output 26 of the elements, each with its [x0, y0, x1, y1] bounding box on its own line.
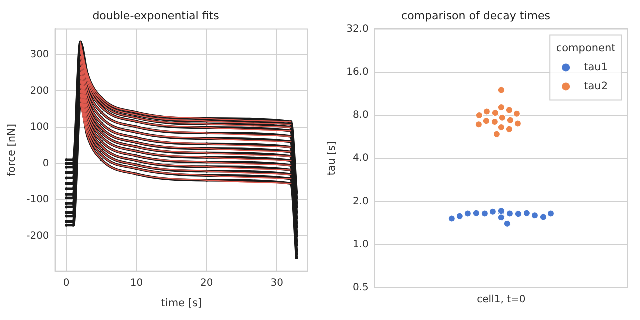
- y-tick-label: 32.0: [346, 24, 369, 35]
- y-tick-label: 200: [30, 86, 50, 97]
- y-tick-label: -200: [26, 230, 50, 242]
- y-tick-label: 4.0: [352, 153, 369, 164]
- y-tick-label: -100: [26, 194, 50, 206]
- x-tick-label: 0: [63, 278, 70, 289]
- chart-title: comparison of decay times: [402, 9, 551, 22]
- y-axis-title: tau [s]: [326, 141, 338, 176]
- x-tick-label: 20: [200, 278, 214, 289]
- legend-title: component: [556, 42, 616, 54]
- x-tick-label: 30: [270, 278, 284, 289]
- y-tick-label: 1.0: [352, 239, 369, 250]
- x-tick-label: 10: [130, 278, 144, 289]
- chart-title: double-exponential fits: [92, 9, 220, 22]
- legend-label: tau1: [584, 61, 608, 74]
- legend-label: tau2: [584, 80, 608, 92]
- x-tick-label: cell1, t=0: [477, 294, 526, 306]
- y-tick-label: 0: [42, 158, 50, 170]
- y-tick-label: 8.0: [352, 110, 369, 122]
- y-axis-title: force [nN]: [6, 124, 18, 177]
- y-tick-label: 2.0: [352, 196, 369, 208]
- y-tick-label: 0.5: [352, 282, 369, 294]
- y-tick-label: 300: [30, 50, 50, 61]
- x-axis-title: time [s]: [161, 297, 202, 310]
- y-tick-label: 100: [30, 122, 50, 134]
- y-tick-label: 16.0: [346, 66, 369, 78]
